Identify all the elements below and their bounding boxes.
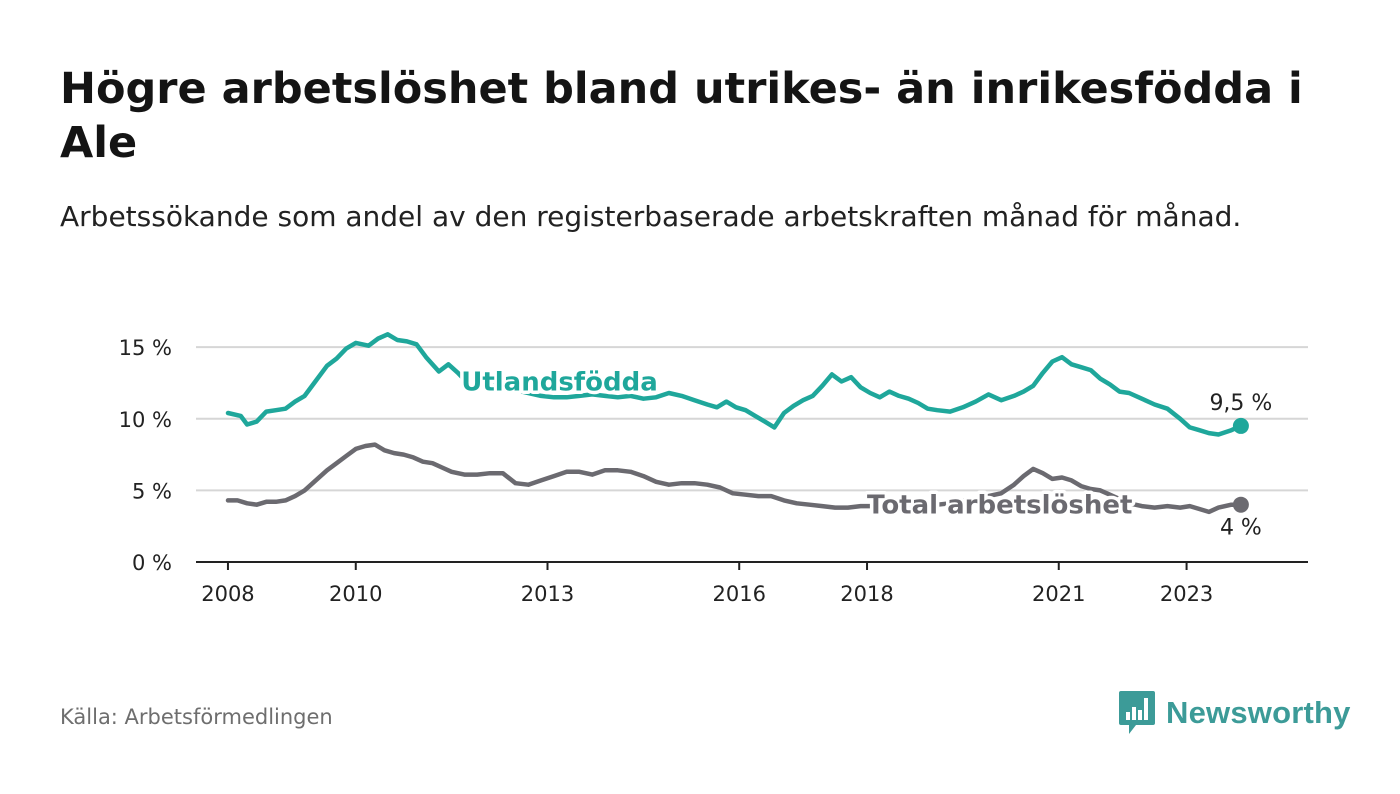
y-tick-label: 0 % [132,551,172,575]
newsworthy-logo-icon [1119,691,1155,734]
brand-logo[interactable]: Newsworthy [1118,690,1351,736]
source-note: Källa: Arbetsförmedlingen [60,705,333,729]
x-tick-label: 2013 [521,582,574,606]
x-tick-label: 2018 [840,582,893,606]
end-label-total: 4 % [1220,516,1262,541]
brand-name: Newsworthy [1166,695,1351,730]
y-tick-label: 15 % [119,336,172,360]
x-tick-label: 2023 [1160,582,1213,606]
series-label-total: Total arbetslöshet [867,491,1132,521]
series-line-utlandsfodda [225,332,1244,437]
y-tick-label: 5 % [132,479,172,503]
end-marker-utlandsfodda [1232,417,1249,434]
series-line-total [225,442,1244,515]
chart-title: Högre arbetslöshet bland utrikes- än inr… [60,64,1303,168]
line-chart: 0 % 5 % 10 % 15 % 2008 2010 2013 2016 2018 2021 20… [119,332,1308,606]
x-tick-label: 2021 [1032,582,1085,606]
y-tick-label: 10 % [119,408,172,432]
x-tick-label: 2010 [329,582,382,606]
end-marker-total [1232,496,1249,513]
chart-subtitle: Arbetssökande som andel av den registerb… [60,200,1242,233]
x-tick-label: 2008 [201,582,254,606]
x-tick-label: 2016 [712,582,765,606]
end-label-utlandsfodda: 9,5 % [1209,391,1272,416]
series-label-utlandsfodda: Utlandsfödda [461,368,658,398]
